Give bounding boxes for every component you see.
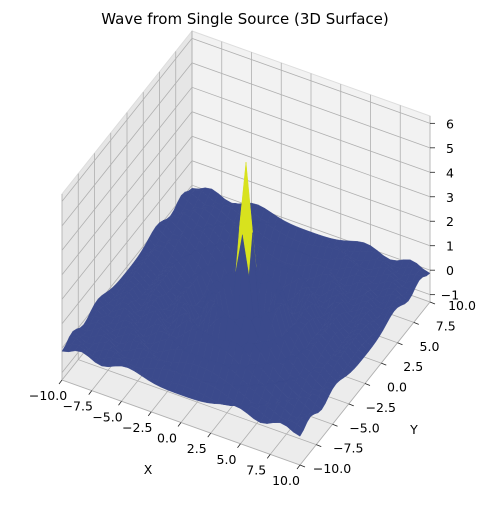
y-tick-label: −5.0 bbox=[349, 420, 379, 435]
x-tick-label: 10.0 bbox=[272, 473, 300, 488]
z-tick-label: 1 bbox=[446, 239, 454, 254]
y-tick-mark bbox=[398, 343, 403, 345]
y-tick-label: −10.0 bbox=[313, 461, 351, 476]
x-tick-label: 0.0 bbox=[157, 431, 177, 446]
x-tick-mark bbox=[297, 465, 300, 469]
z-tick-label: 4 bbox=[446, 165, 454, 180]
x-tick-label: −7.5 bbox=[63, 399, 93, 414]
y-tick-label: −7.5 bbox=[333, 441, 363, 456]
z-tick-label: −1 bbox=[441, 288, 459, 303]
y-tick-label: 0.0 bbox=[387, 380, 407, 395]
x-tick-mark bbox=[208, 433, 211, 437]
x-tick-label: 7.5 bbox=[246, 462, 266, 477]
y-tick-mark bbox=[349, 404, 354, 406]
x-tick-label: −5.0 bbox=[92, 409, 122, 424]
z-tick-label: 5 bbox=[446, 141, 454, 156]
y-tick-mark bbox=[414, 322, 419, 324]
y-tick-label: 7.5 bbox=[436, 318, 456, 333]
z-tick-label: 6 bbox=[446, 116, 454, 131]
y-tick-mark bbox=[365, 384, 370, 386]
z-tick-label: 2 bbox=[446, 214, 454, 229]
y-axis-label: Y bbox=[409, 422, 418, 437]
x-tick-label: −2.5 bbox=[122, 420, 152, 435]
y-tick-label: 5.0 bbox=[420, 339, 440, 354]
y-tick-mark bbox=[381, 363, 386, 365]
x-tick-label: 5.0 bbox=[217, 452, 237, 467]
y-tick-mark bbox=[333, 424, 338, 426]
y-tick-label: 2.5 bbox=[403, 359, 423, 374]
z-tick-label: 0 bbox=[446, 263, 454, 278]
x-tick-mark bbox=[267, 454, 270, 458]
y-tick-mark bbox=[300, 465, 305, 467]
y-tick-mark bbox=[430, 302, 435, 304]
x-axis-label: X bbox=[144, 462, 153, 477]
y-tick-mark bbox=[316, 445, 321, 447]
x-tick-mark bbox=[59, 380, 62, 384]
x-tick-mark bbox=[119, 401, 122, 405]
x-tick-label: 2.5 bbox=[187, 441, 207, 456]
z-tick-label: 3 bbox=[446, 190, 454, 205]
y-tick-label: −2.5 bbox=[366, 400, 396, 415]
x-tick-mark bbox=[89, 391, 92, 395]
x-tick-label: −10.0 bbox=[29, 388, 67, 403]
x-tick-mark bbox=[178, 423, 181, 427]
x-tick-mark bbox=[148, 412, 151, 416]
chart-title: Wave from Single Source (3D Surface) bbox=[101, 10, 389, 28]
x-tick-mark bbox=[238, 444, 241, 448]
